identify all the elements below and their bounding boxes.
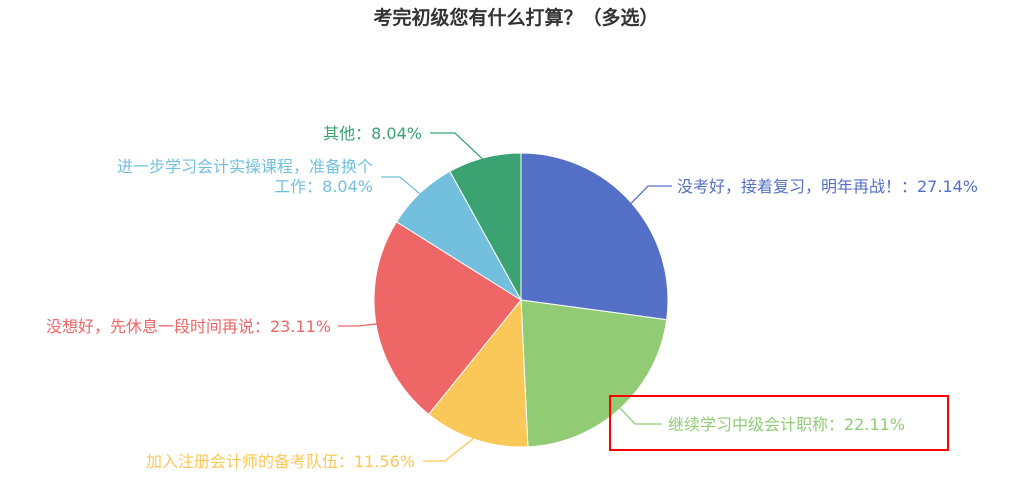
slice-label: 没考好，接着复习，明年再战！：27.14% — [677, 177, 978, 196]
slice-label: 进一步学习会计实操课程，准备换个工作：8.04% — [117, 157, 373, 196]
slice-label: 继续学习中级会计职称：22.11% — [668, 415, 905, 434]
label-leader-line — [430, 132, 486, 163]
pie-slice[interactable] — [520, 152, 669, 321]
slice-label: 加入注册会计师的备考队伍：11.56% — [146, 452, 415, 471]
slice-label: 其他：8.04% — [323, 124, 422, 143]
chart-title: 考完初级您有什么打算？（多选） — [373, 6, 658, 29]
label-leader-line — [381, 176, 424, 197]
label-leader-line — [628, 185, 672, 207]
label-leader-line — [338, 322, 381, 327]
slice-label: 没想好，先休息一段时间再说：23.11% — [46, 317, 331, 336]
label-leader-line — [423, 435, 477, 462]
label-leader-line — [617, 404, 662, 425]
pie-slice[interactable] — [427, 298, 529, 448]
pie-slice[interactable] — [449, 152, 522, 301]
pie-slice[interactable] — [520, 299, 668, 448]
highlight-box — [609, 395, 949, 451]
